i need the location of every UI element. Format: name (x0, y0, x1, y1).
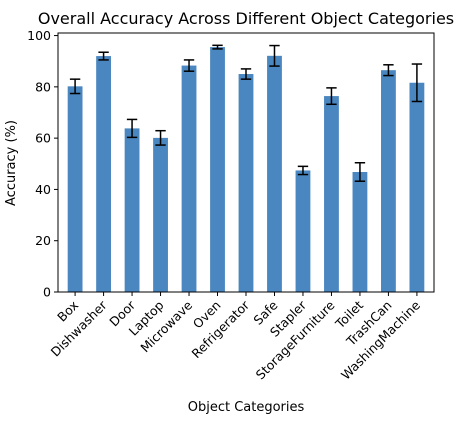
errorbar-stapler (297, 165, 309, 176)
bar-door (124, 128, 140, 292)
bar-oven (210, 47, 225, 293)
errorbar-refrigerator (240, 68, 252, 80)
y-ticks: 0 20 40 60 80 100 (27, 28, 58, 300)
y-tick-label-20: 20 (35, 233, 51, 248)
errorbar-laptop (155, 129, 166, 146)
y-tick-label-60: 60 (35, 131, 51, 146)
errorbar-washingmachine (411, 63, 423, 103)
bar-box (67, 86, 83, 292)
errorbar-trashcan (383, 64, 394, 77)
errorbar-storagefurniture (326, 87, 337, 106)
errorbar-dishwasher (98, 51, 109, 61)
bar-dishwasher (96, 56, 111, 292)
bar-toilet (352, 171, 368, 292)
y-axis-label: Accuracy (%) (4, 120, 19, 206)
y-tick-label-80: 80 (35, 79, 51, 94)
errorbar-door (126, 118, 138, 139)
bar-stapler (295, 170, 311, 292)
errorbar-box (69, 78, 81, 95)
y-tick-label-40: 40 (35, 182, 51, 197)
y-tick-label-100: 100 (27, 28, 51, 43)
errorbars-layer (69, 44, 423, 182)
errorbar-microwave (183, 59, 195, 72)
chart-title: Overall Accuracy Across Different Object… (38, 9, 454, 28)
bar-trashcan (381, 70, 396, 292)
errorbar-safe (269, 44, 280, 67)
bars-layer (67, 47, 425, 293)
bar-washingmachine (409, 82, 425, 293)
bar-safe (267, 55, 282, 293)
errorbar-oven (212, 44, 223, 50)
y-tick-label-0: 0 (43, 285, 51, 300)
x-axis-label: Object Categories (188, 400, 305, 415)
x-ticks: BoxDishwasherDoorLaptopMicrowaveOvenRefr… (48, 292, 423, 383)
bar-refrigerator (238, 74, 254, 293)
bar-microwave (181, 65, 197, 293)
errorbar-toilet (354, 162, 366, 182)
bar-storagefurniture (324, 96, 339, 293)
bar-laptop (153, 137, 168, 292)
